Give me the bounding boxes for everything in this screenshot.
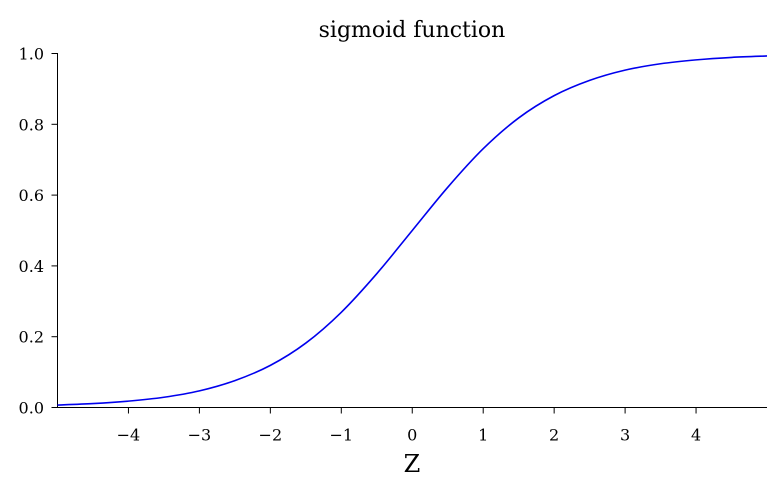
x-axis-ticks: −4 −3 −2 −1 0 1 2 3 4 xyxy=(117,407,701,445)
y-tick-label: 0.2 xyxy=(19,328,44,347)
chart-title: sigmoid function xyxy=(319,18,506,43)
x-tick-label: 0 xyxy=(407,426,417,445)
x-tick-label: 4 xyxy=(691,426,701,445)
y-axis-ticks: 0.0 0.2 0.4 0.6 0.8 1.0 xyxy=(19,45,58,418)
y-tick-label: 0.8 xyxy=(19,115,44,134)
y-tick-label: 1.0 xyxy=(19,45,44,64)
y-tick-label: 0.6 xyxy=(19,186,44,205)
x-tick-label: −2 xyxy=(259,426,283,445)
series-line xyxy=(57,55,768,406)
x-tick-label: 1 xyxy=(478,426,488,445)
x-tick-label: 2 xyxy=(549,426,559,445)
x-axis-label: Z xyxy=(404,450,421,478)
x-tick-label: −1 xyxy=(330,426,354,445)
series-group xyxy=(57,55,768,406)
y-tick-label: 0.0 xyxy=(19,399,44,418)
y-tick-label: 0.4 xyxy=(19,257,44,276)
x-tick-label: 3 xyxy=(620,426,630,445)
x-tick-label: −3 xyxy=(188,426,212,445)
x-tick-label: −4 xyxy=(117,426,141,445)
